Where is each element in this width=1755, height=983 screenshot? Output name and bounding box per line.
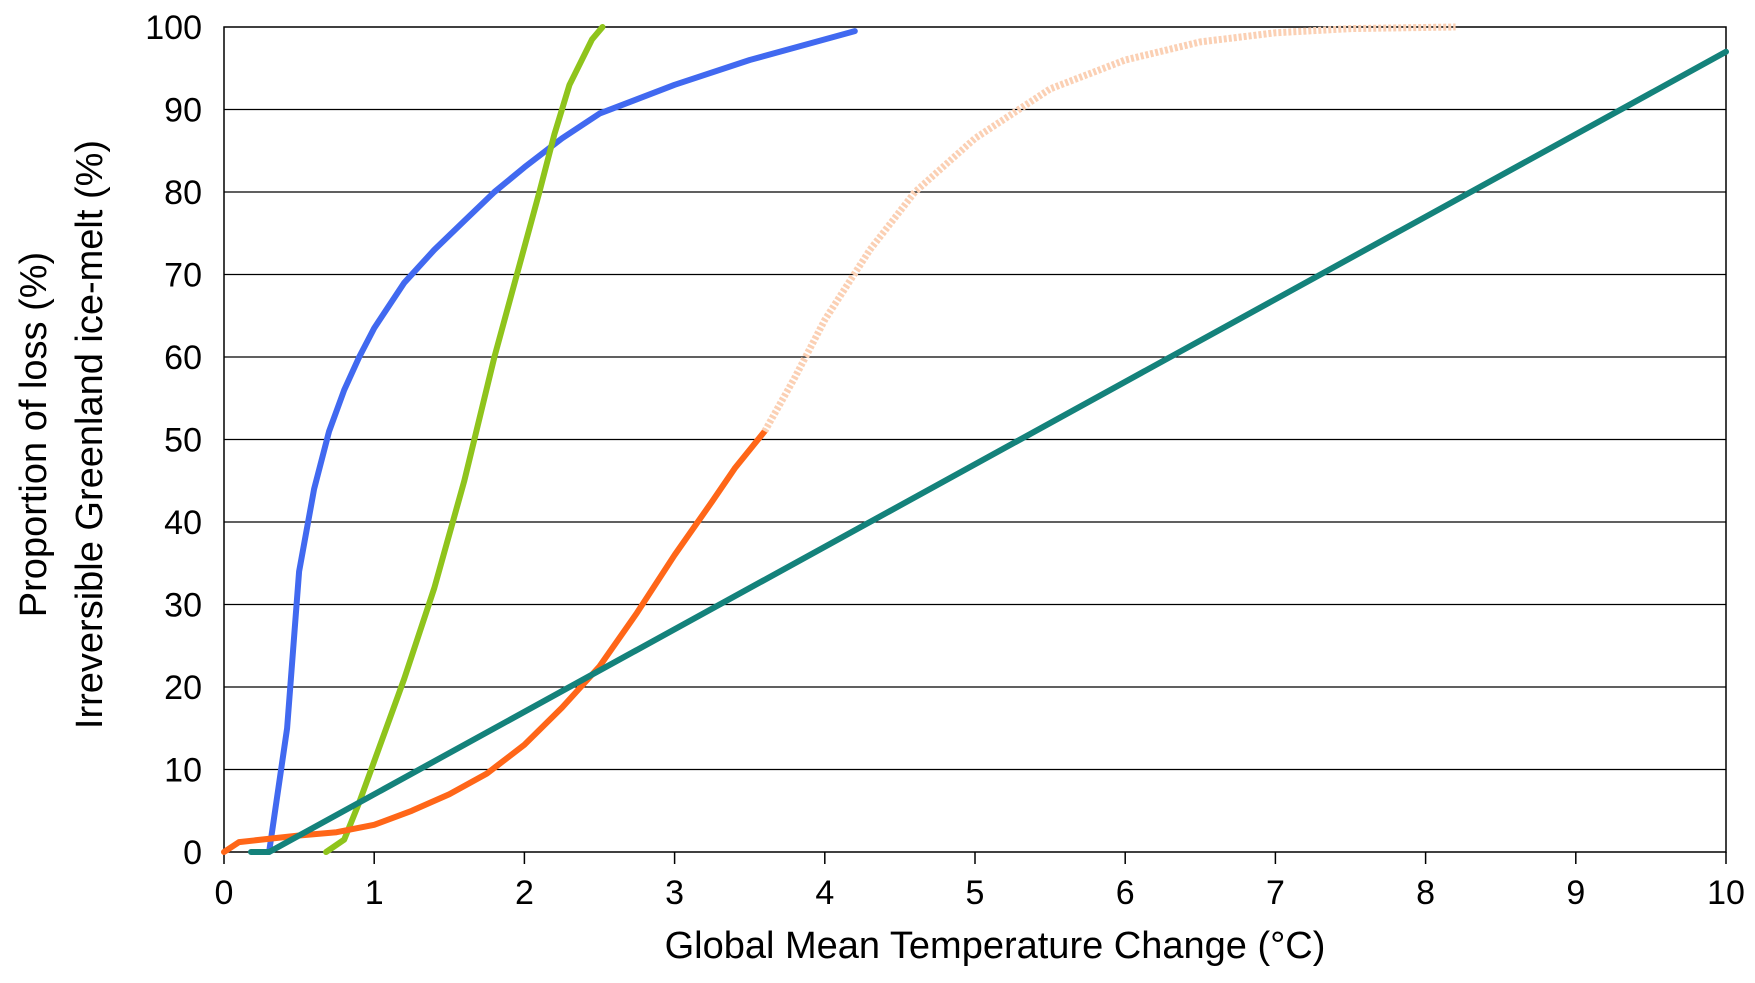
y-tick-label: 10 xyxy=(164,752,202,790)
y-tick-label: 60 xyxy=(164,339,202,377)
x-tick-label: 6 xyxy=(1116,874,1135,912)
y-tick-label: 90 xyxy=(164,92,202,130)
x-tick-label: 1 xyxy=(365,874,384,912)
x-tick-label: 0 xyxy=(215,874,234,912)
y-tick-label: 70 xyxy=(164,257,202,295)
x-tick-label: 2 xyxy=(515,874,534,912)
series-line-5 xyxy=(248,48,1729,855)
x-tick-label: 4 xyxy=(815,874,834,912)
y-tick-label: 100 xyxy=(145,9,202,47)
x-tick-label: 5 xyxy=(966,874,985,912)
y-axis-title-line-1: Proportion of loss (%) xyxy=(13,252,55,617)
x-tick-label: 10 xyxy=(1707,874,1745,912)
y-tick-label: 80 xyxy=(164,174,202,212)
series-line-2 xyxy=(323,24,606,855)
y-tick-label: 30 xyxy=(164,587,202,625)
series-line-3 xyxy=(221,428,768,855)
series-group xyxy=(221,23,1729,855)
y-tick-label: 50 xyxy=(164,422,202,460)
y-tick-label: 20 xyxy=(164,669,202,707)
x-tick-label: 3 xyxy=(665,874,684,912)
x-axis-title: Global Mean Temperature Change (°C) xyxy=(665,925,1326,967)
series-line-4 xyxy=(761,23,1456,434)
y-axis-ticks: 0 10 20 30 40 50 60 70 80 90 100 xyxy=(145,9,202,872)
x-tick-label: 8 xyxy=(1416,874,1435,912)
series-line-1 xyxy=(266,28,858,855)
y-tick-label: 40 xyxy=(164,504,202,542)
x-tick-label: 9 xyxy=(1566,874,1585,912)
x-axis-ticks: 0 1 2 3 4 5 6 7 8 9 10 xyxy=(215,852,1745,912)
y-axis-title-line-2: Irreversible Greenland ice-melt (%) xyxy=(69,140,111,729)
y-tick-label: 0 xyxy=(183,834,202,872)
x-tick-label: 7 xyxy=(1266,874,1285,912)
